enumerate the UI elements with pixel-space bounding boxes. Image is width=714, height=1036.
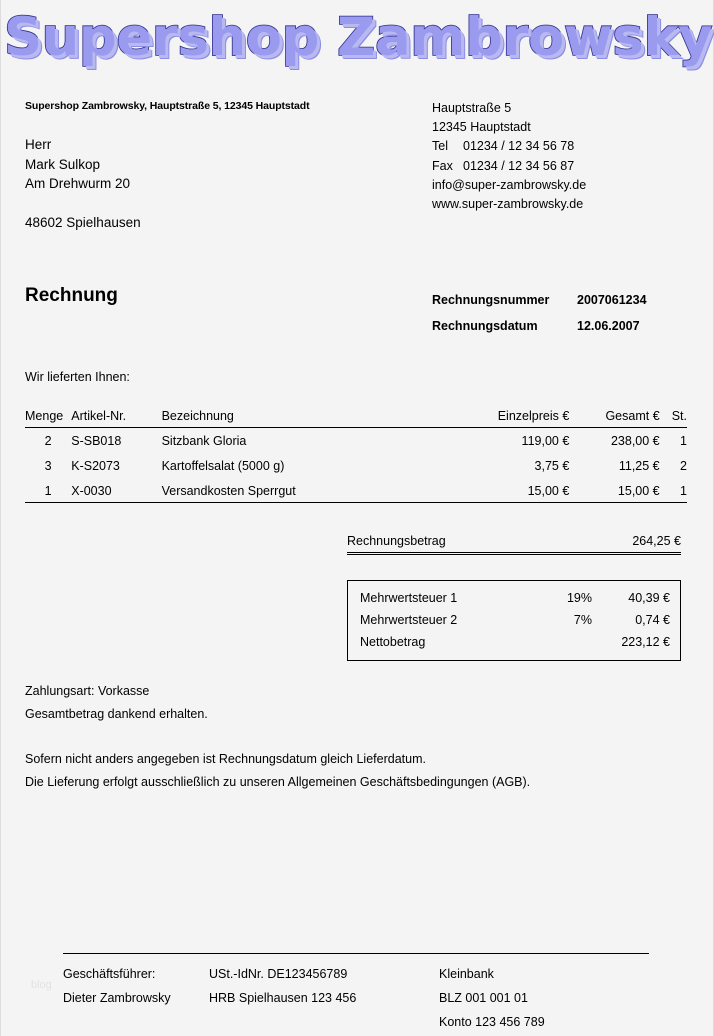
cell-description: Sitzbank Gloria xyxy=(161,434,247,448)
contact-fax-value: 01234 / 12 34 56 87 xyxy=(463,158,575,173)
intro-text: Wir lieferten Ihnen: xyxy=(25,370,130,384)
invoice-date-value: 12.06.2007 xyxy=(577,319,640,333)
footer-block: Geschäftsführer: Dieter Zambrowsky USt.-… xyxy=(63,962,687,1034)
header-qty: Menge xyxy=(25,409,72,428)
legal-note-delivery-date: Sofern nicht anders angegeben ist Rechnu… xyxy=(25,752,426,766)
tax-row-amount: 40,39 € xyxy=(628,591,670,605)
invoice-number-value: 2007061234 xyxy=(577,293,647,307)
footer-bank-name: Kleinbank xyxy=(439,967,494,981)
tax-summary-box: Mehrwertsteuer 1 19% 40,39 € Mehrwertste… xyxy=(347,580,681,661)
net-amount-row: Nettobetrag 223,12 € xyxy=(348,631,680,653)
cell-article: X-0030 xyxy=(71,478,162,503)
contact-street: Hauptstraße 5 xyxy=(432,101,512,115)
grand-total-value: 264,25 € xyxy=(632,534,681,548)
contact-email: info@super-zambrowsky.de xyxy=(432,177,587,192)
grand-total-label: Rechnungsbetrag xyxy=(347,534,446,548)
footer-column-bank: Kleinbank BLZ 001 001 01 Konto 123 456 7… xyxy=(439,962,669,1034)
footer-bank-code: BLZ 001 001 01 xyxy=(439,991,528,1005)
invoice-number-label: Rechnungsnummer xyxy=(432,293,550,307)
cell-qty: 3 xyxy=(44,459,52,473)
tax-row-label: Mehrwertsteuer 2 xyxy=(360,613,458,627)
footer-managing-director-label: Geschäftsführer: xyxy=(63,967,156,981)
footer-account-number: Konto 123 456 789 xyxy=(439,1015,545,1029)
recipient-city: 48602 Spielhausen xyxy=(25,214,141,230)
footer-managing-director-name: Dieter Zambrowsky xyxy=(63,991,171,1005)
invoice-meta-block: Rechnungsnummer 2007061234 Rechnungsdatu… xyxy=(432,287,647,339)
invoice-date-row: Rechnungsdatum 12.06.2007 xyxy=(432,313,647,339)
cell-total: 238,00 € xyxy=(610,434,660,448)
table-header-row: Menge Artikel-Nr. Bezeichnung Einzelprei… xyxy=(25,409,687,428)
net-amount-label: Nettobetrag xyxy=(360,635,426,649)
notes-spacer xyxy=(25,726,530,748)
footer-vat-id: USt.-IdNr. DE123456789 xyxy=(209,967,348,981)
cell-tax: 1 xyxy=(680,434,687,448)
tax-row-label: Mehrwertsteuer 1 xyxy=(360,591,458,605)
recipient-street: Am Drehwurm 20 xyxy=(25,176,131,191)
cell-article: S-SB018 xyxy=(71,434,122,448)
notes-block: Zahlungsart: Vorkasse Gesamtbetrag danke… xyxy=(25,680,530,794)
recipient-name: Mark Sulkop xyxy=(25,156,101,172)
payment-method: Zahlungsart: Vorkasse xyxy=(25,684,150,698)
contact-fax: Fax 01234 / 12 34 56 87 xyxy=(432,157,586,176)
line-items-table: Menge Artikel-Nr. Bezeichnung Einzelprei… xyxy=(25,409,687,503)
table-row: 3 K-S2073 Kartoffelsalat (5000 g) 3,75 €… xyxy=(25,453,687,478)
footer-trade-register: HRB Spielhausen 123 456 xyxy=(209,991,357,1005)
company-logo-text: Supershop Zambrowsky xyxy=(3,6,713,69)
tax-row-pct: 19% xyxy=(566,591,592,605)
header-description: Bezeichnung xyxy=(161,409,467,428)
table-row: 2 S-SB018 Sitzbank Gloria 119,00 € 238,0… xyxy=(25,428,687,454)
recipient-salutation: Herr xyxy=(25,137,52,152)
cell-qty: 1 xyxy=(25,478,72,503)
cell-tax: 2 xyxy=(680,459,687,473)
contact-city: 12345 Hauptstadt xyxy=(432,120,531,135)
net-amount-value: 223,12 € xyxy=(621,635,670,649)
footer-column-management: Geschäftsführer: Dieter Zambrowsky xyxy=(63,962,209,1034)
grand-total-row: Rechnungsbetrag 264,25 € xyxy=(347,534,681,555)
cell-qty: 2 xyxy=(44,434,52,448)
footer-divider xyxy=(63,953,649,954)
sender-address-line: Supershop Zambrowsky, Hauptstraße 5, 123… xyxy=(25,100,310,112)
cell-description: Versandkosten Sperrgut xyxy=(161,478,467,503)
contact-tel-label: Tel xyxy=(432,139,448,154)
line-items-body: 2 S-SB018 Sitzbank Gloria 119,00 € 238,0… xyxy=(25,428,687,503)
header-article: Artikel-Nr. xyxy=(71,409,162,428)
tax-row-amount: 0,74 € xyxy=(635,613,670,627)
cell-total: 15,00 € xyxy=(569,478,660,503)
cell-unit-price: 119,00 € xyxy=(521,434,570,448)
table-row: 1 X-0030 Versandkosten Sperrgut 15,00 € … xyxy=(25,478,687,503)
net-amount-pct xyxy=(518,635,592,649)
cell-unit-price: 15,00 € xyxy=(466,478,570,503)
cell-article: K-S2073 xyxy=(71,459,120,473)
header-unit-price: Einzelpreis € xyxy=(466,409,570,428)
cell-unit-price: 3,75 € xyxy=(534,459,570,473)
footer-column-registration: USt.-IdNr. DE123456789 HRB Spielhausen 1… xyxy=(209,962,439,1034)
contact-fax-label: Fax xyxy=(432,158,453,173)
tax-row: Mehrwertsteuer 1 19% 40,39 € xyxy=(348,587,680,609)
cell-description: Kartoffelsalat (5000 g) xyxy=(161,459,285,473)
contact-tel: Tel 01234 / 12 34 56 78 xyxy=(432,137,586,156)
recipient-address-block: Herr Mark Sulkop Am Drehwurm 20 48602 Sp… xyxy=(25,135,141,232)
header-tax: St. xyxy=(659,409,687,428)
header-total: Gesamt € xyxy=(569,409,660,428)
invoice-date-label: Rechnungsdatum xyxy=(432,319,538,333)
tax-row: Mehrwertsteuer 2 7% 0,74 € xyxy=(348,609,680,631)
page-title: Rechnung xyxy=(25,285,118,306)
contact-tel-value: 01234 / 12 34 56 78 xyxy=(463,139,575,154)
cell-tax: 1 xyxy=(659,478,687,503)
legal-note-terms: Die Lieferung erfolgt ausschließlich zu … xyxy=(25,775,531,789)
blog-watermark: blog xyxy=(31,979,52,991)
tax-row-pct: 7% xyxy=(573,613,592,627)
recipient-spacer xyxy=(25,194,141,213)
company-logo: Supershop Zambrowsky xyxy=(1,2,714,78)
payment-received: Gesamtbetrag dankend erhalten. xyxy=(25,707,208,721)
cell-total: 11,25 € xyxy=(618,459,660,473)
invoice-number-row: Rechnungsnummer 2007061234 xyxy=(432,287,647,313)
contact-website: www.super-zambrowsky.de xyxy=(432,197,584,212)
company-contact-block: Hauptstraße 5 12345 Hauptstadt Tel 01234 … xyxy=(432,99,586,214)
